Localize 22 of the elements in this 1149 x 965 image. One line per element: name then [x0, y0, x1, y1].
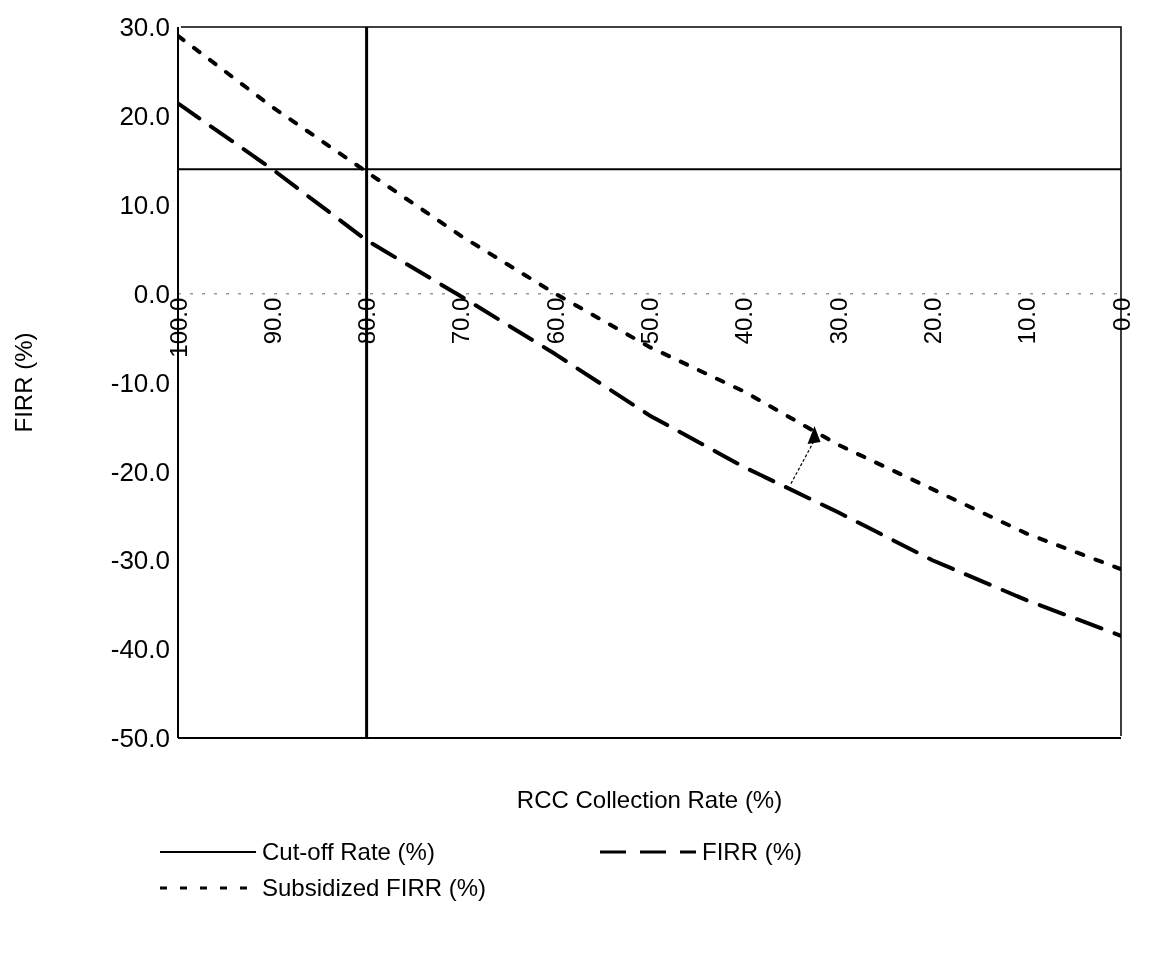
- x-tick-label: 10.0: [1013, 297, 1041, 345]
- y-axis-title: FIRR (%): [9, 332, 37, 433]
- y-tick-label: -40.0: [110, 634, 170, 665]
- x-tick-label: 20.0: [918, 297, 946, 345]
- x-tick-label: 40.0: [730, 297, 758, 345]
- y-tick-label: -30.0: [110, 545, 170, 576]
- y-tick-label: -50.0: [110, 723, 170, 754]
- y-tick-label: 20.0: [119, 101, 170, 132]
- y-tick-label: -10.0: [110, 367, 170, 398]
- x-axis-title: RCC Collection Rate (%): [516, 786, 783, 813]
- legend-label: Cut-off Rate (%): [262, 838, 435, 866]
- y-tick-label: -20.0: [110, 456, 170, 487]
- x-tick-label: 50.0: [636, 297, 663, 345]
- legend-label: FIRR (%): [702, 838, 802, 866]
- x-tick-label: 90.0: [258, 297, 286, 345]
- y-tick-label: 10.0: [119, 189, 170, 220]
- x-tick-label: 30.0: [824, 297, 852, 345]
- y-tick-label: 30.0: [119, 12, 170, 43]
- x-tick-label: 0.0: [1107, 297, 1135, 331]
- x-tick-label: 70.0: [447, 297, 475, 345]
- legend-label: Subsidized FIRR (%): [262, 874, 487, 902]
- x-tick-label: 60.0: [541, 297, 569, 345]
